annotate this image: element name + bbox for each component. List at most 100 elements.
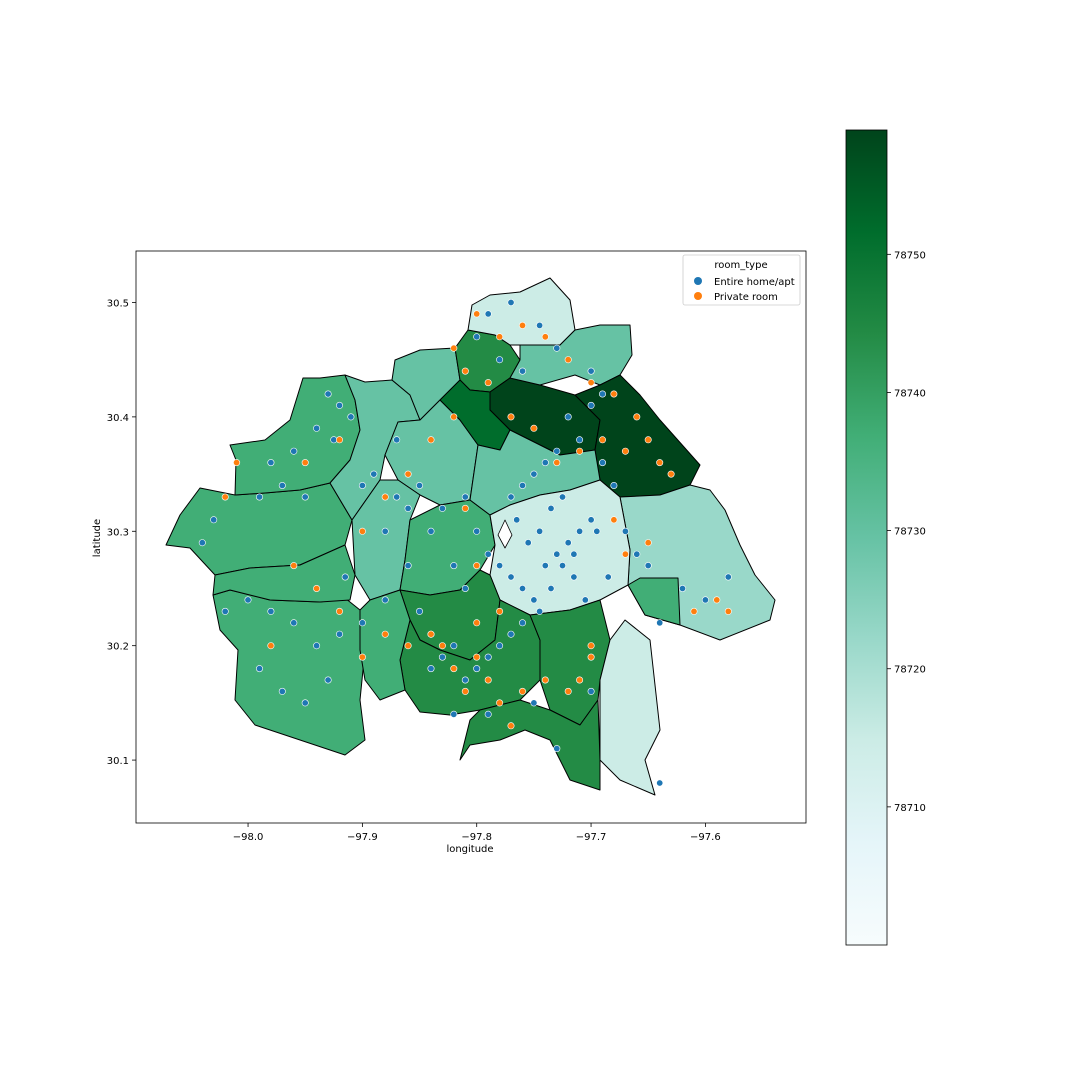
y-tick-label: 30.3 [107, 527, 129, 538]
private-room-point [598, 436, 606, 444]
entire-home-point [587, 516, 595, 524]
private-room-point [518, 687, 526, 695]
entire-home-point [536, 321, 544, 329]
entire-home-point [255, 665, 263, 673]
private-room-point [610, 516, 618, 524]
private-room-point [667, 470, 675, 478]
private-room-point [496, 607, 504, 615]
private-room-point [404, 642, 412, 650]
entire-home-point [496, 642, 504, 650]
entire-home-point [536, 607, 544, 615]
private-room-point [427, 630, 435, 638]
private-room-point [587, 653, 595, 661]
entire-home-point [347, 413, 355, 421]
entire-home-point [593, 527, 601, 535]
private-room-point [358, 653, 366, 661]
private-room-point [381, 493, 389, 501]
entire-home-point [381, 527, 389, 535]
y-tick-label: 30.2 [107, 642, 129, 653]
entire-home-point [564, 539, 572, 547]
private-room-point [724, 607, 732, 615]
entire-home-point [598, 459, 606, 467]
entire-home-point [507, 298, 515, 306]
entire-home-point [553, 550, 561, 558]
legend-label-entire-home: Entire home/apt [714, 277, 795, 288]
private-room-point [381, 630, 389, 638]
colorbar-ticks: 78710 78720 78730 78740 78750 [887, 250, 926, 814]
legend-box [682, 254, 801, 306]
private-room-point [450, 413, 458, 421]
entire-home-point [267, 607, 275, 615]
private-room-point [656, 459, 664, 467]
entire-home-point [278, 481, 286, 489]
y-tick-label: 30.5 [107, 298, 129, 309]
entire-home-point [415, 607, 423, 615]
private-room-point [564, 687, 572, 695]
entire-home-point [530, 596, 538, 604]
private-room-point [267, 642, 275, 650]
entire-home-point [313, 642, 321, 650]
private-room-point [587, 379, 595, 387]
entire-home-point [507, 630, 515, 638]
entire-home-point [198, 539, 206, 547]
entire-home-point [427, 527, 435, 535]
entire-home-point [541, 459, 549, 467]
y-axis-label: latitude [92, 519, 103, 557]
entire-home-point [587, 367, 595, 375]
private-room-point [461, 687, 469, 695]
private-room-point [335, 436, 343, 444]
private-room-point [313, 584, 321, 592]
entire-home-point [461, 493, 469, 501]
region-southeast-mid [627, 577, 681, 626]
entire-home-point [358, 619, 366, 627]
private-room-point [427, 436, 435, 444]
private-room-point [473, 562, 481, 570]
entire-home-point [461, 676, 469, 684]
entire-home-point [404, 562, 412, 570]
private-room-point [564, 356, 572, 364]
legend-title: room_type [714, 260, 767, 271]
legend-marker-private-room [694, 292, 702, 300]
private-room-point [518, 321, 526, 329]
y-tick-label: 30.4 [107, 413, 129, 424]
private-room-point [404, 470, 412, 478]
private-room-point [473, 653, 481, 661]
entire-home-point [393, 493, 401, 501]
region-southwest [212, 589, 366, 756]
entire-home-point [587, 401, 595, 409]
entire-home-point [656, 619, 664, 627]
region-far-north [467, 277, 576, 346]
entire-home-point [610, 481, 618, 489]
private-room-point [690, 607, 698, 615]
private-room-point [587, 642, 595, 650]
y-tick-label: 30.1 [107, 756, 129, 767]
entire-home-point [221, 607, 229, 615]
plot-frame [135, 250, 807, 824]
entire-home-point [438, 504, 446, 512]
private-room-point [461, 504, 469, 512]
private-room-point [301, 459, 309, 467]
y-axis-ticks: 30.1 30.2 30.3 30.4 30.5 [107, 298, 136, 767]
entire-home-point [547, 504, 555, 512]
private-room-point [473, 619, 481, 627]
entire-home-point [558, 493, 566, 501]
entire-home-point [553, 745, 561, 753]
entire-home-point [484, 550, 492, 558]
entire-home-point [513, 516, 521, 524]
entire-home-point [701, 596, 709, 604]
private-room-point [496, 333, 504, 341]
region-northwest-dark [439, 379, 511, 451]
x-tick-label: −97.9 [347, 832, 378, 843]
private-room-point [541, 676, 549, 684]
entire-home-point [415, 481, 423, 489]
entire-home-point [553, 344, 561, 352]
entire-home-point [518, 584, 526, 592]
entire-home-point [358, 481, 366, 489]
private-room-point [541, 333, 549, 341]
private-room-point [450, 344, 458, 352]
private-room-point [644, 436, 652, 444]
entire-home-point [484, 710, 492, 718]
entire-home-point [576, 527, 584, 535]
private-room-point [484, 676, 492, 684]
